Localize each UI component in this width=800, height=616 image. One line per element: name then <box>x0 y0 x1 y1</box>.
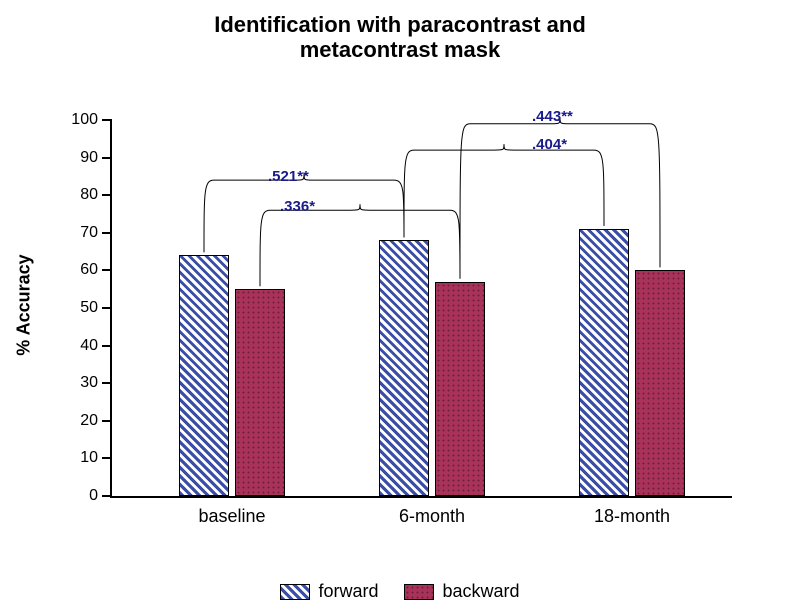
y-tick <box>102 119 112 121</box>
category-label: 18-month <box>594 506 670 527</box>
category-label: baseline <box>198 506 265 527</box>
y-tick-label: 30 <box>80 374 98 392</box>
y-tick <box>102 495 112 497</box>
y-tick <box>102 382 112 384</box>
legend-item-forward: forward <box>280 581 378 602</box>
category-label: 6-month <box>399 506 465 527</box>
title-line2: metacontrast mask <box>300 37 501 62</box>
y-tick <box>102 157 112 159</box>
significance-label: .443** <box>532 108 573 125</box>
y-tick-label: 10 <box>80 449 98 467</box>
y-tick-label: 0 <box>89 487 98 505</box>
title-line1: Identification with paracontrast and <box>214 12 586 37</box>
y-tick-label: 80 <box>80 186 98 204</box>
y-tick <box>102 307 112 309</box>
y-tick-label: 40 <box>80 337 98 355</box>
legend-label-forward: forward <box>318 581 378 602</box>
legend-label-backward: backward <box>442 581 519 602</box>
y-tick-label: 100 <box>71 111 98 129</box>
plot-area: 0102030405060708090100baseline6-month18-… <box>110 120 732 498</box>
y-tick <box>102 457 112 459</box>
legend-item-backward: backward <box>404 581 519 602</box>
y-tick <box>102 345 112 347</box>
y-tick-label: 90 <box>80 149 98 167</box>
legend-swatch-backward <box>404 584 434 600</box>
legend: forward backward <box>0 581 800 602</box>
y-tick <box>102 420 112 422</box>
significance-brace <box>112 120 732 496</box>
y-axis-label: % Accuracy <box>14 254 35 355</box>
chart-title: Identification with paracontrast and met… <box>0 12 800 63</box>
y-tick <box>102 194 112 196</box>
y-tick <box>102 232 112 234</box>
y-tick-label: 70 <box>80 224 98 242</box>
y-tick-label: 50 <box>80 299 98 317</box>
y-tick-label: 60 <box>80 261 98 279</box>
y-tick-label: 20 <box>80 412 98 430</box>
legend-swatch-forward <box>280 584 310 600</box>
chart-container: Identification with paracontrast and met… <box>0 0 800 616</box>
y-tick <box>102 269 112 271</box>
